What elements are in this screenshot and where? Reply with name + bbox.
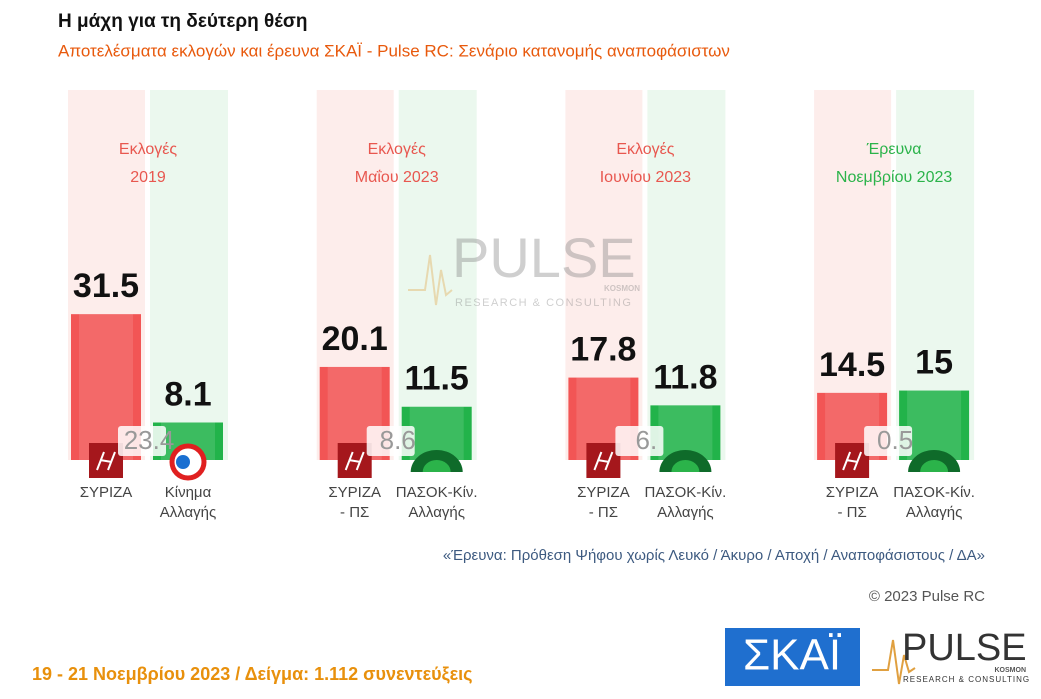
bar-label: ΣΥΡΙΖΑ - ΠΣ bbox=[328, 484, 381, 521]
category-label-line: Εκλογές bbox=[616, 141, 674, 158]
bar-label: ΣΥΡΙΖΑ bbox=[80, 484, 133, 501]
category-label-line: 2019 bbox=[130, 169, 166, 186]
party-icon bbox=[671, 460, 700, 472]
chart-subtitle: Αποτελέσματα εκλογών και έρευνα ΣΚΑΪ - P… bbox=[58, 41, 730, 60]
value-label: 8.1 bbox=[164, 375, 211, 413]
category-label: Έρευνα Νοεμβρίου 2023 bbox=[836, 141, 952, 186]
bar-label-line: ΣΥΡΙΖΑ bbox=[328, 484, 381, 501]
pulse-logo-text: RESEARCH & CONSULTING bbox=[903, 675, 1030, 684]
gap-label-bg bbox=[615, 426, 664, 456]
bar-label-line: ΠΑΣΟΚ-Κίν. bbox=[645, 484, 727, 501]
gap-label: 23.4 bbox=[124, 425, 175, 455]
bar-label-line: - ΠΣ bbox=[589, 504, 618, 521]
bar-label-line: Αλλαγής bbox=[657, 504, 714, 521]
value-label: 14.5 bbox=[819, 346, 885, 384]
note: «Έρευνα: Πρόθεση Ψήφου χωρίς Λευκό / Άκυ… bbox=[443, 547, 985, 564]
bar-label: Κίνημα Αλλαγής bbox=[160, 484, 217, 521]
bar-label: ΠΑΣΟΚ-Κίν. Αλλαγής bbox=[396, 484, 478, 521]
party-icon bbox=[593, 451, 614, 471]
category-label-line: Ιουνίου 2023 bbox=[600, 169, 691, 186]
party-icon bbox=[920, 460, 949, 472]
bar-label-line: ΠΑΣΟΚ-Κίν. bbox=[396, 484, 478, 501]
gap-label-bg bbox=[118, 426, 166, 456]
copyright: © 2023 Pulse RC bbox=[869, 588, 985, 605]
skai-logo-text: ΣΚΑΪ bbox=[743, 631, 842, 680]
category-label-line: Μαΐου 2023 bbox=[355, 169, 439, 186]
value-label: 11.8 bbox=[653, 358, 717, 396]
gap-label: 8.6 bbox=[380, 425, 416, 455]
bar-label-line: Αλλαγής bbox=[906, 504, 963, 521]
pulse-icon bbox=[872, 639, 916, 685]
bar-label-line: ΣΥΡΙΖΑ bbox=[80, 484, 133, 501]
bar-label: ΣΥΡΙΖΑ - ΠΣ bbox=[826, 484, 879, 521]
bar-label-line: Αλλαγής bbox=[160, 504, 217, 521]
gap-label-bg bbox=[366, 426, 415, 456]
category-label-line: Εκλογές bbox=[368, 141, 426, 158]
bar-label-line: - ΠΣ bbox=[340, 504, 369, 521]
column-bg bbox=[150, 90, 228, 460]
bar-label-line: Αλλαγής bbox=[408, 504, 465, 521]
category-label-line: Νοεμβρίου 2023 bbox=[836, 169, 952, 186]
value-label: 11.5 bbox=[405, 360, 469, 398]
pulse-logo-text: KOSMON bbox=[995, 667, 1027, 674]
bar-label-line: - ΠΣ bbox=[837, 504, 866, 521]
value-label: 17.8 bbox=[570, 331, 636, 369]
party-icon bbox=[176, 455, 190, 469]
value-label: 15 bbox=[915, 344, 953, 382]
party-icon bbox=[344, 451, 365, 471]
gap-label: 0.5 bbox=[877, 425, 913, 455]
plot: Εκλογές 2019 31.5 ΣΥΡΙΖΑ 8.1 Κίνημα Αλλαγής 23.… bbox=[71, 141, 975, 521]
bar-shade bbox=[907, 390, 962, 460]
pulse-logo-text: PULSE bbox=[902, 627, 1027, 669]
bar-label: ΠΑΣΟΚ-Κίν. Αλλαγής bbox=[893, 484, 975, 521]
party-icon bbox=[422, 460, 451, 472]
value-label: 31.5 bbox=[73, 267, 139, 305]
watermark: PULSE KOSMON RESEARCH & CONSULTING bbox=[408, 226, 640, 309]
bar-label: ΠΑΣΟΚ-Κίν. Αλλαγής bbox=[645, 484, 727, 521]
value-label: 20.1 bbox=[322, 320, 388, 358]
skai-logo bbox=[725, 628, 860, 686]
column-bg bbox=[398, 90, 477, 460]
bar-label-line: Κίνημα bbox=[165, 484, 212, 501]
bar-label-line: ΣΥΡΙΖΑ bbox=[826, 484, 879, 501]
watermark-text: PULSE bbox=[452, 226, 636, 289]
category-label-line: Έρευνα bbox=[866, 141, 922, 158]
bar-label: ΣΥΡΙΖΑ - ΠΣ bbox=[577, 484, 630, 521]
gap-label: 6. bbox=[636, 425, 658, 455]
watermark-text: RESEARCH & CONSULTING bbox=[455, 297, 632, 309]
category-label: Εκλογές Μαΐου 2023 bbox=[355, 141, 439, 186]
bar-label-line: ΣΥΡΙΖΑ bbox=[577, 484, 630, 501]
bar-label-line: ΠΑΣΟΚ-Κίν. bbox=[893, 484, 975, 501]
watermark-text: KOSMON bbox=[604, 284, 640, 293]
gap-label-bg bbox=[864, 426, 913, 456]
party-icon bbox=[842, 451, 863, 471]
party-icon bbox=[96, 451, 116, 471]
footer: 19 - 21 Νοεμβρίου 2023 / Δείγμα: 1.112 σ… bbox=[32, 664, 473, 685]
chart-title: Η μάχη για τη δεύτερη θέση bbox=[58, 11, 307, 32]
category-label: Εκλογές 2019 bbox=[119, 141, 177, 186]
column-bg bbox=[647, 90, 726, 460]
category-label: Εκλογές Ιουνίου 2023 bbox=[600, 141, 691, 186]
category-label-line: Εκλογές bbox=[119, 141, 177, 158]
watermark-icon bbox=[408, 254, 453, 306]
